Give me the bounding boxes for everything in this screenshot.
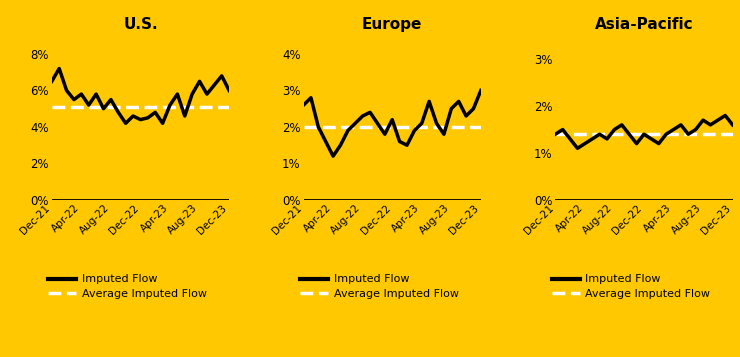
Legend: Imputed Flow, Average Imputed Flow: Imputed Flow, Average Imputed Flow xyxy=(552,275,710,299)
Legend: Imputed Flow, Average Imputed Flow: Imputed Flow, Average Imputed Flow xyxy=(49,275,206,299)
Title: Asia-Pacific: Asia-Pacific xyxy=(595,17,693,32)
Title: U.S.: U.S. xyxy=(123,17,158,32)
Title: Europe: Europe xyxy=(362,17,423,32)
Legend: Imputed Flow, Average Imputed Flow: Imputed Flow, Average Imputed Flow xyxy=(300,275,459,299)
